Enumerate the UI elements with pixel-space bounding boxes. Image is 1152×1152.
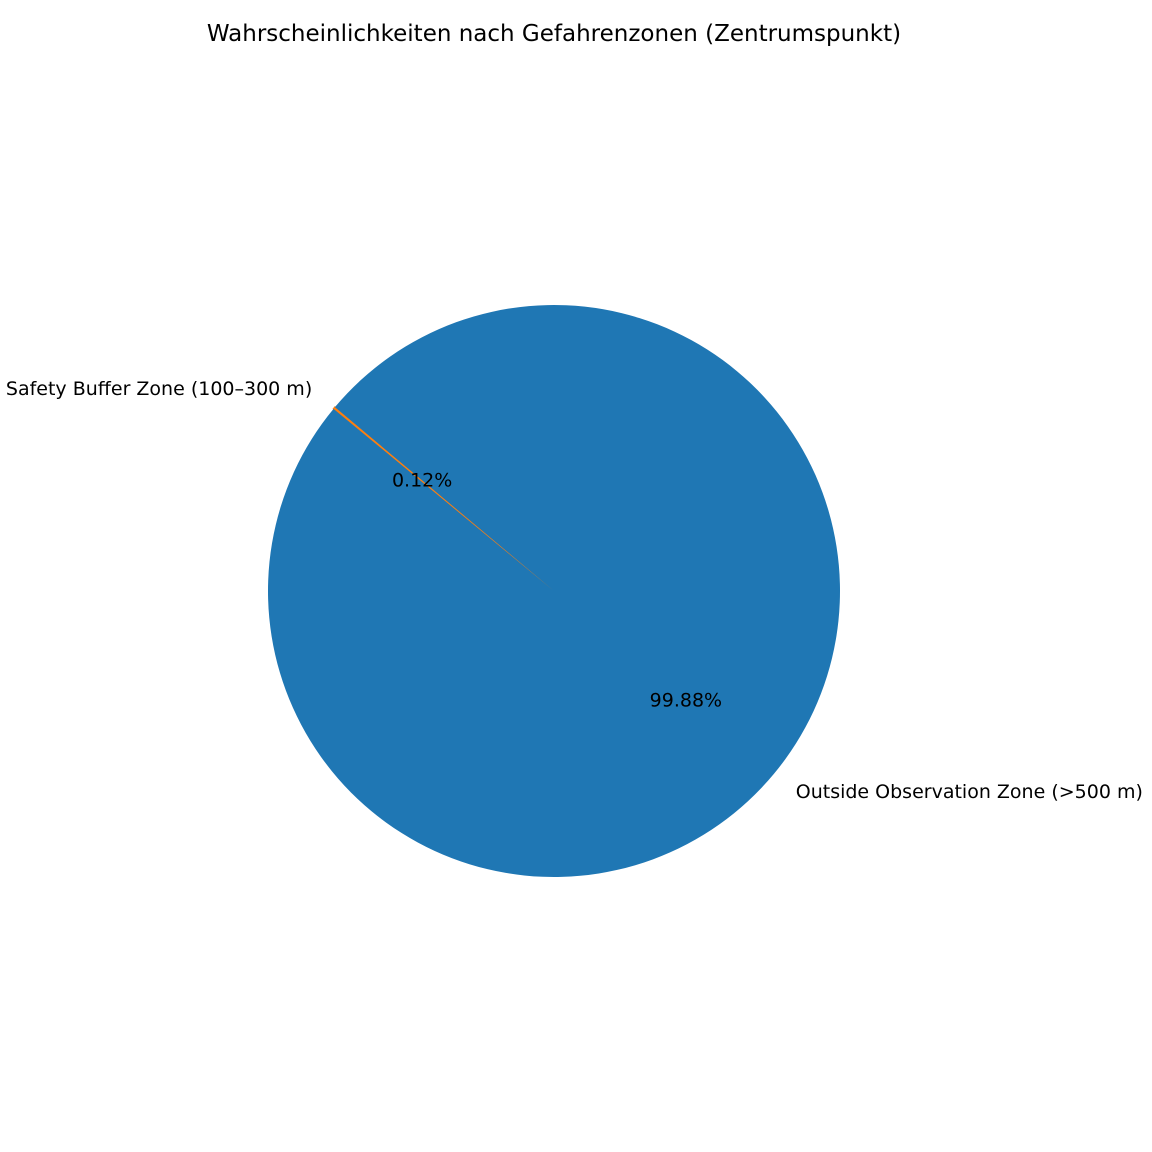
slice-pct-label-1: 99.88% [650, 689, 722, 711]
chart-title: Wahrscheinlichkeiten nach Gefahrenzonen … [207, 21, 901, 47]
pie-slice-0 [332, 406, 555, 592]
slice-pct-label-0: 0.12% [392, 470, 452, 492]
pie-slices [268, 304, 841, 877]
pie-labels: Safety Buffer Zone (100–300 m) 0.12% Outsi… [6, 378, 1143, 803]
slice-label-1: Outside Observation Zone (>500 m) [796, 781, 1143, 803]
pie-slice-1 [268, 304, 841, 877]
slice-label-0: Safety Buffer Zone (100–300 m) [6, 378, 312, 400]
